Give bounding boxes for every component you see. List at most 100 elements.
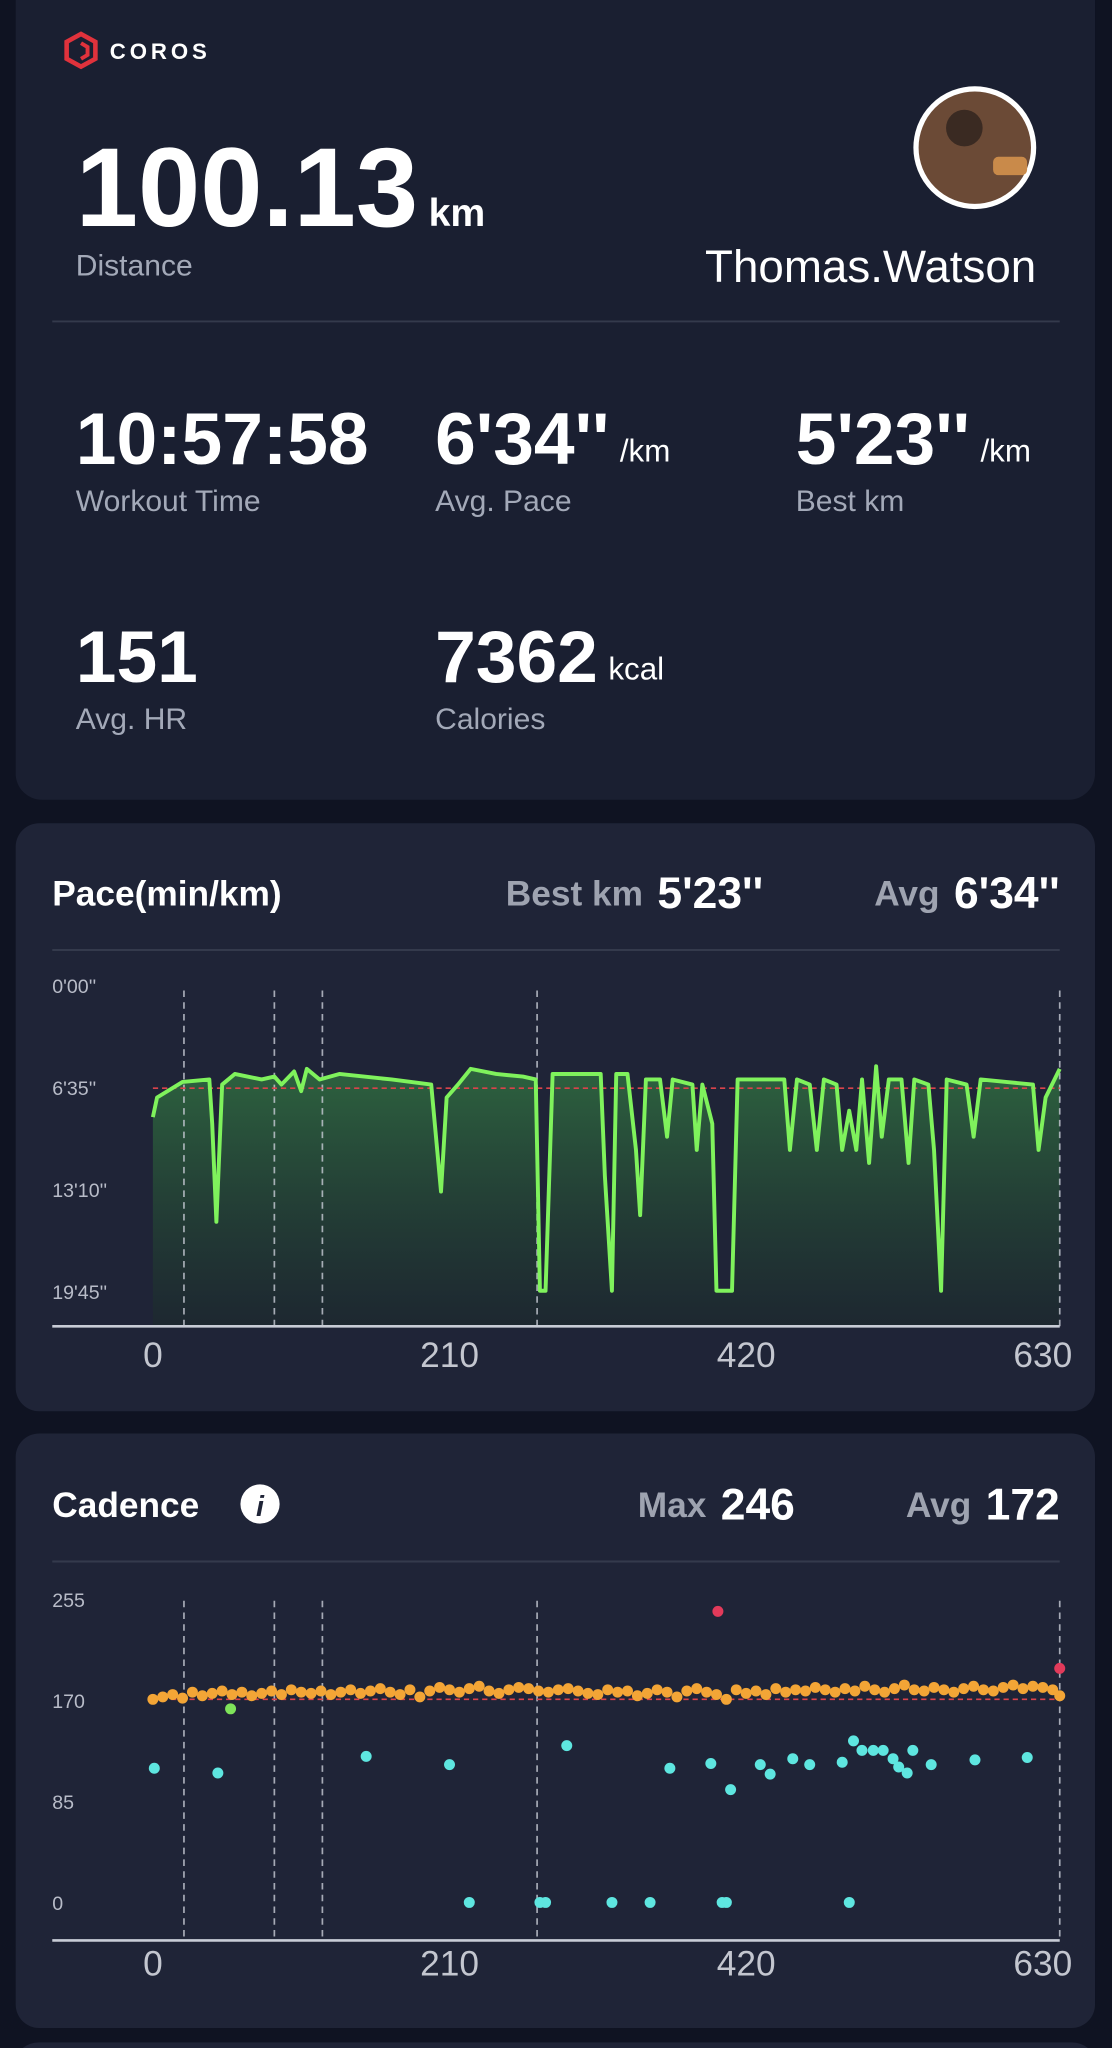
stat-value: 5'23'' bbox=[796, 398, 970, 480]
cadence-point bbox=[394, 1689, 406, 1701]
chart-title: Pace(min/km) bbox=[52, 875, 281, 914]
summary-value: 246 bbox=[721, 1481, 795, 1530]
cadence-point bbox=[606, 1896, 618, 1908]
y-tick-label: 255 bbox=[52, 1590, 85, 1612]
cadence-point bbox=[790, 1684, 802, 1696]
cadence-point bbox=[622, 1685, 633, 1697]
cadence-point bbox=[602, 1684, 614, 1696]
cadence-point bbox=[725, 1784, 737, 1796]
x-tick-label: 630 bbox=[1013, 1336, 1072, 1375]
avatar[interactable] bbox=[913, 86, 1037, 210]
summary-label: Max bbox=[638, 1486, 707, 1525]
y-tick-label: 0'00'' bbox=[52, 976, 96, 998]
cadence-point bbox=[364, 1685, 376, 1697]
cadence-point bbox=[856, 1744, 868, 1756]
cadence-point bbox=[888, 1683, 900, 1695]
cadence-point bbox=[918, 1685, 930, 1697]
info-icon[interactable] bbox=[240, 1484, 280, 1524]
cadence-point bbox=[355, 1687, 367, 1699]
cadence-point bbox=[285, 1684, 297, 1696]
cadence-point bbox=[893, 1761, 905, 1773]
cadence-point bbox=[434, 1681, 446, 1693]
cadence-point bbox=[869, 1684, 881, 1696]
cadence-point bbox=[887, 1753, 899, 1765]
cadence-point bbox=[740, 1687, 752, 1699]
cadence-point bbox=[453, 1686, 465, 1698]
cadence-point bbox=[710, 1689, 722, 1701]
cadence-point bbox=[770, 1683, 782, 1695]
cadence-point bbox=[1027, 1680, 1039, 1692]
cadence-point bbox=[764, 1768, 776, 1780]
x-tick-label: 0 bbox=[143, 1336, 163, 1375]
chart-title: Cadence bbox=[52, 1486, 199, 1525]
cadence-point bbox=[712, 1605, 724, 1617]
cadence-point bbox=[167, 1689, 179, 1701]
cadence-point bbox=[226, 1689, 238, 1701]
summary-value: 6'34'' bbox=[954, 869, 1060, 918]
cadence-point bbox=[1017, 1683, 1029, 1695]
next-card bbox=[22, 2042, 1088, 2048]
summary-value: 172 bbox=[986, 1481, 1060, 1530]
cadence-point bbox=[938, 1684, 950, 1696]
cadence-point bbox=[968, 1680, 980, 1692]
cadence-point bbox=[948, 1686, 960, 1698]
x-tick-label: 210 bbox=[420, 1336, 479, 1375]
stat-value: 10:57:58 bbox=[76, 398, 369, 480]
cadence-point bbox=[849, 1685, 861, 1697]
cadence-point bbox=[444, 1759, 456, 1771]
stat-label: Best km bbox=[796, 485, 905, 518]
distance-label: Distance bbox=[76, 250, 193, 283]
summary-label: Best km bbox=[506, 875, 643, 914]
y-tick-label: 13'10'' bbox=[52, 1180, 107, 1202]
stat-unit: kcal bbox=[608, 651, 664, 686]
cadence-point bbox=[552, 1684, 564, 1696]
cadence-point bbox=[256, 1687, 268, 1699]
cadence-point bbox=[236, 1686, 248, 1698]
cadence-point bbox=[839, 1683, 851, 1695]
cadence-point bbox=[384, 1686, 396, 1698]
cadence-point bbox=[177, 1692, 189, 1704]
cadence-point bbox=[463, 1896, 475, 1908]
logo-text: COROS bbox=[110, 39, 211, 64]
cadence-point bbox=[345, 1684, 357, 1696]
cadence-point bbox=[836, 1756, 848, 1768]
cadence-point bbox=[641, 1687, 653, 1699]
cadence-point bbox=[631, 1690, 643, 1702]
cadence-point bbox=[908, 1684, 920, 1696]
cadence-point bbox=[720, 1693, 732, 1705]
cadence-point bbox=[958, 1683, 970, 1695]
cadence-point bbox=[246, 1690, 258, 1702]
cadence-point bbox=[414, 1691, 426, 1703]
pace-area bbox=[152, 1066, 1060, 1327]
cadence-point bbox=[275, 1689, 287, 1701]
cadence-point bbox=[879, 1686, 891, 1698]
cadence-point bbox=[225, 1703, 237, 1715]
cadence-point bbox=[540, 1896, 552, 1908]
logo-icon bbox=[64, 31, 98, 70]
cadence-point bbox=[186, 1686, 198, 1698]
y-tick-label: 6'35'' bbox=[52, 1078, 96, 1100]
cadence-point bbox=[325, 1689, 337, 1701]
y-tick-label: 19'45'' bbox=[52, 1282, 107, 1304]
cadence-point bbox=[1054, 1662, 1066, 1674]
x-tick-label: 0 bbox=[143, 1945, 163, 1984]
cadence-point bbox=[612, 1686, 624, 1698]
stat-label: Workout Time bbox=[76, 485, 261, 518]
cadence-point bbox=[266, 1685, 278, 1697]
cadence-point bbox=[1007, 1679, 1019, 1691]
cadence-point bbox=[542, 1686, 554, 1698]
cadence-point bbox=[780, 1686, 792, 1698]
cadence-point bbox=[444, 1684, 456, 1696]
cadence-point bbox=[819, 1684, 831, 1696]
avatar-detail bbox=[946, 109, 983, 147]
cadence-point bbox=[216, 1685, 228, 1697]
cadence-point bbox=[750, 1685, 762, 1697]
pace-line bbox=[150, 1064, 1062, 1293]
cadence-point bbox=[335, 1686, 347, 1698]
distance-value: 100.13 bbox=[76, 124, 418, 250]
y-tick-label: 85 bbox=[52, 1792, 74, 1814]
x-tick-label: 420 bbox=[717, 1336, 776, 1375]
cadence-point bbox=[561, 1740, 573, 1752]
cadence-point bbox=[730, 1684, 742, 1696]
